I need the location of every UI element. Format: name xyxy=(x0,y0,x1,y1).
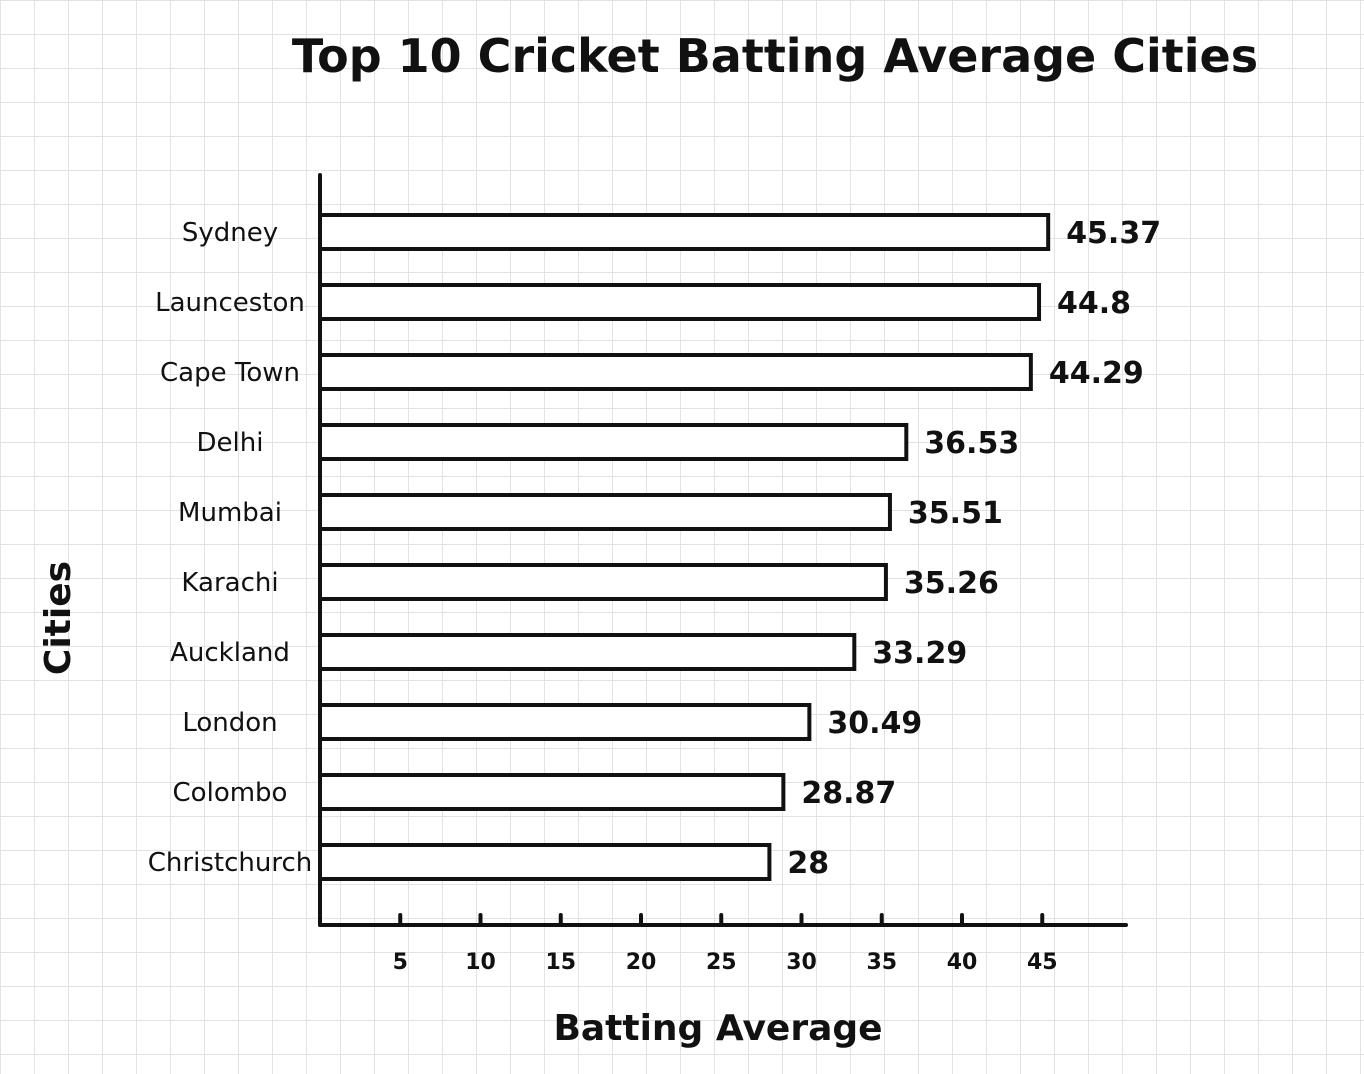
x-tick-label: 35 xyxy=(866,950,897,975)
value-label: 44.29 xyxy=(1049,356,1144,391)
value-label: 28.87 xyxy=(801,776,896,811)
bar-christchurch xyxy=(318,843,772,881)
category-label: Cape Town xyxy=(160,358,300,388)
value-label: 33.29 xyxy=(872,636,967,671)
bar-karachi xyxy=(318,563,888,601)
axes-layer: 5 10 15 20 25 30 35 40 45 xyxy=(318,173,1128,975)
x-axis-label: Batting Average xyxy=(553,1008,882,1049)
bar-sydney xyxy=(318,213,1051,251)
chart-title: Top 10 Cricket Batting Average Cities xyxy=(292,29,1258,83)
bar-colombo xyxy=(318,773,786,811)
x-tick-label: 25 xyxy=(706,950,737,975)
category-label: Delhi xyxy=(197,428,264,458)
value-label: 44.8 xyxy=(1057,286,1131,321)
x-tick-label: 45 xyxy=(1027,950,1058,975)
value-label: 35.26 xyxy=(904,566,999,601)
category-label: Karachi xyxy=(181,568,278,598)
category-label: Launceston xyxy=(155,288,305,318)
category-label: London xyxy=(182,708,277,738)
y-axis-label: Cities xyxy=(38,561,79,675)
x-tick-label: 30 xyxy=(786,950,817,975)
bar-launceston xyxy=(318,283,1042,321)
value-label: 30.49 xyxy=(827,706,922,741)
category-label: Colombo xyxy=(173,778,288,808)
category-label: Sydney xyxy=(182,218,278,248)
bars-layer: Sydney 45.37 Launceston 44.8 Cape Town 44.29 D… xyxy=(148,213,1161,881)
value-label: 28 xyxy=(787,846,829,881)
value-label: 45.37 xyxy=(1066,216,1161,251)
x-tick-label: 20 xyxy=(626,950,657,975)
bar-auckland xyxy=(318,633,857,671)
value-label: 36.53 xyxy=(924,426,1019,461)
value-label: 35.51 xyxy=(908,496,1003,531)
bar-mumbai xyxy=(318,493,892,531)
category-label: Christchurch xyxy=(148,848,312,878)
category-label: Auckland xyxy=(170,638,290,668)
bar-delhi xyxy=(318,423,909,461)
x-tick-label: 15 xyxy=(545,950,576,975)
x-tick-label: 10 xyxy=(465,950,496,975)
bar-cape-town xyxy=(318,353,1033,391)
category-label: Mumbai xyxy=(178,498,282,528)
x-tick-label: 40 xyxy=(947,950,978,975)
bar-london xyxy=(318,703,812,741)
x-tick-label: 5 xyxy=(393,950,408,975)
